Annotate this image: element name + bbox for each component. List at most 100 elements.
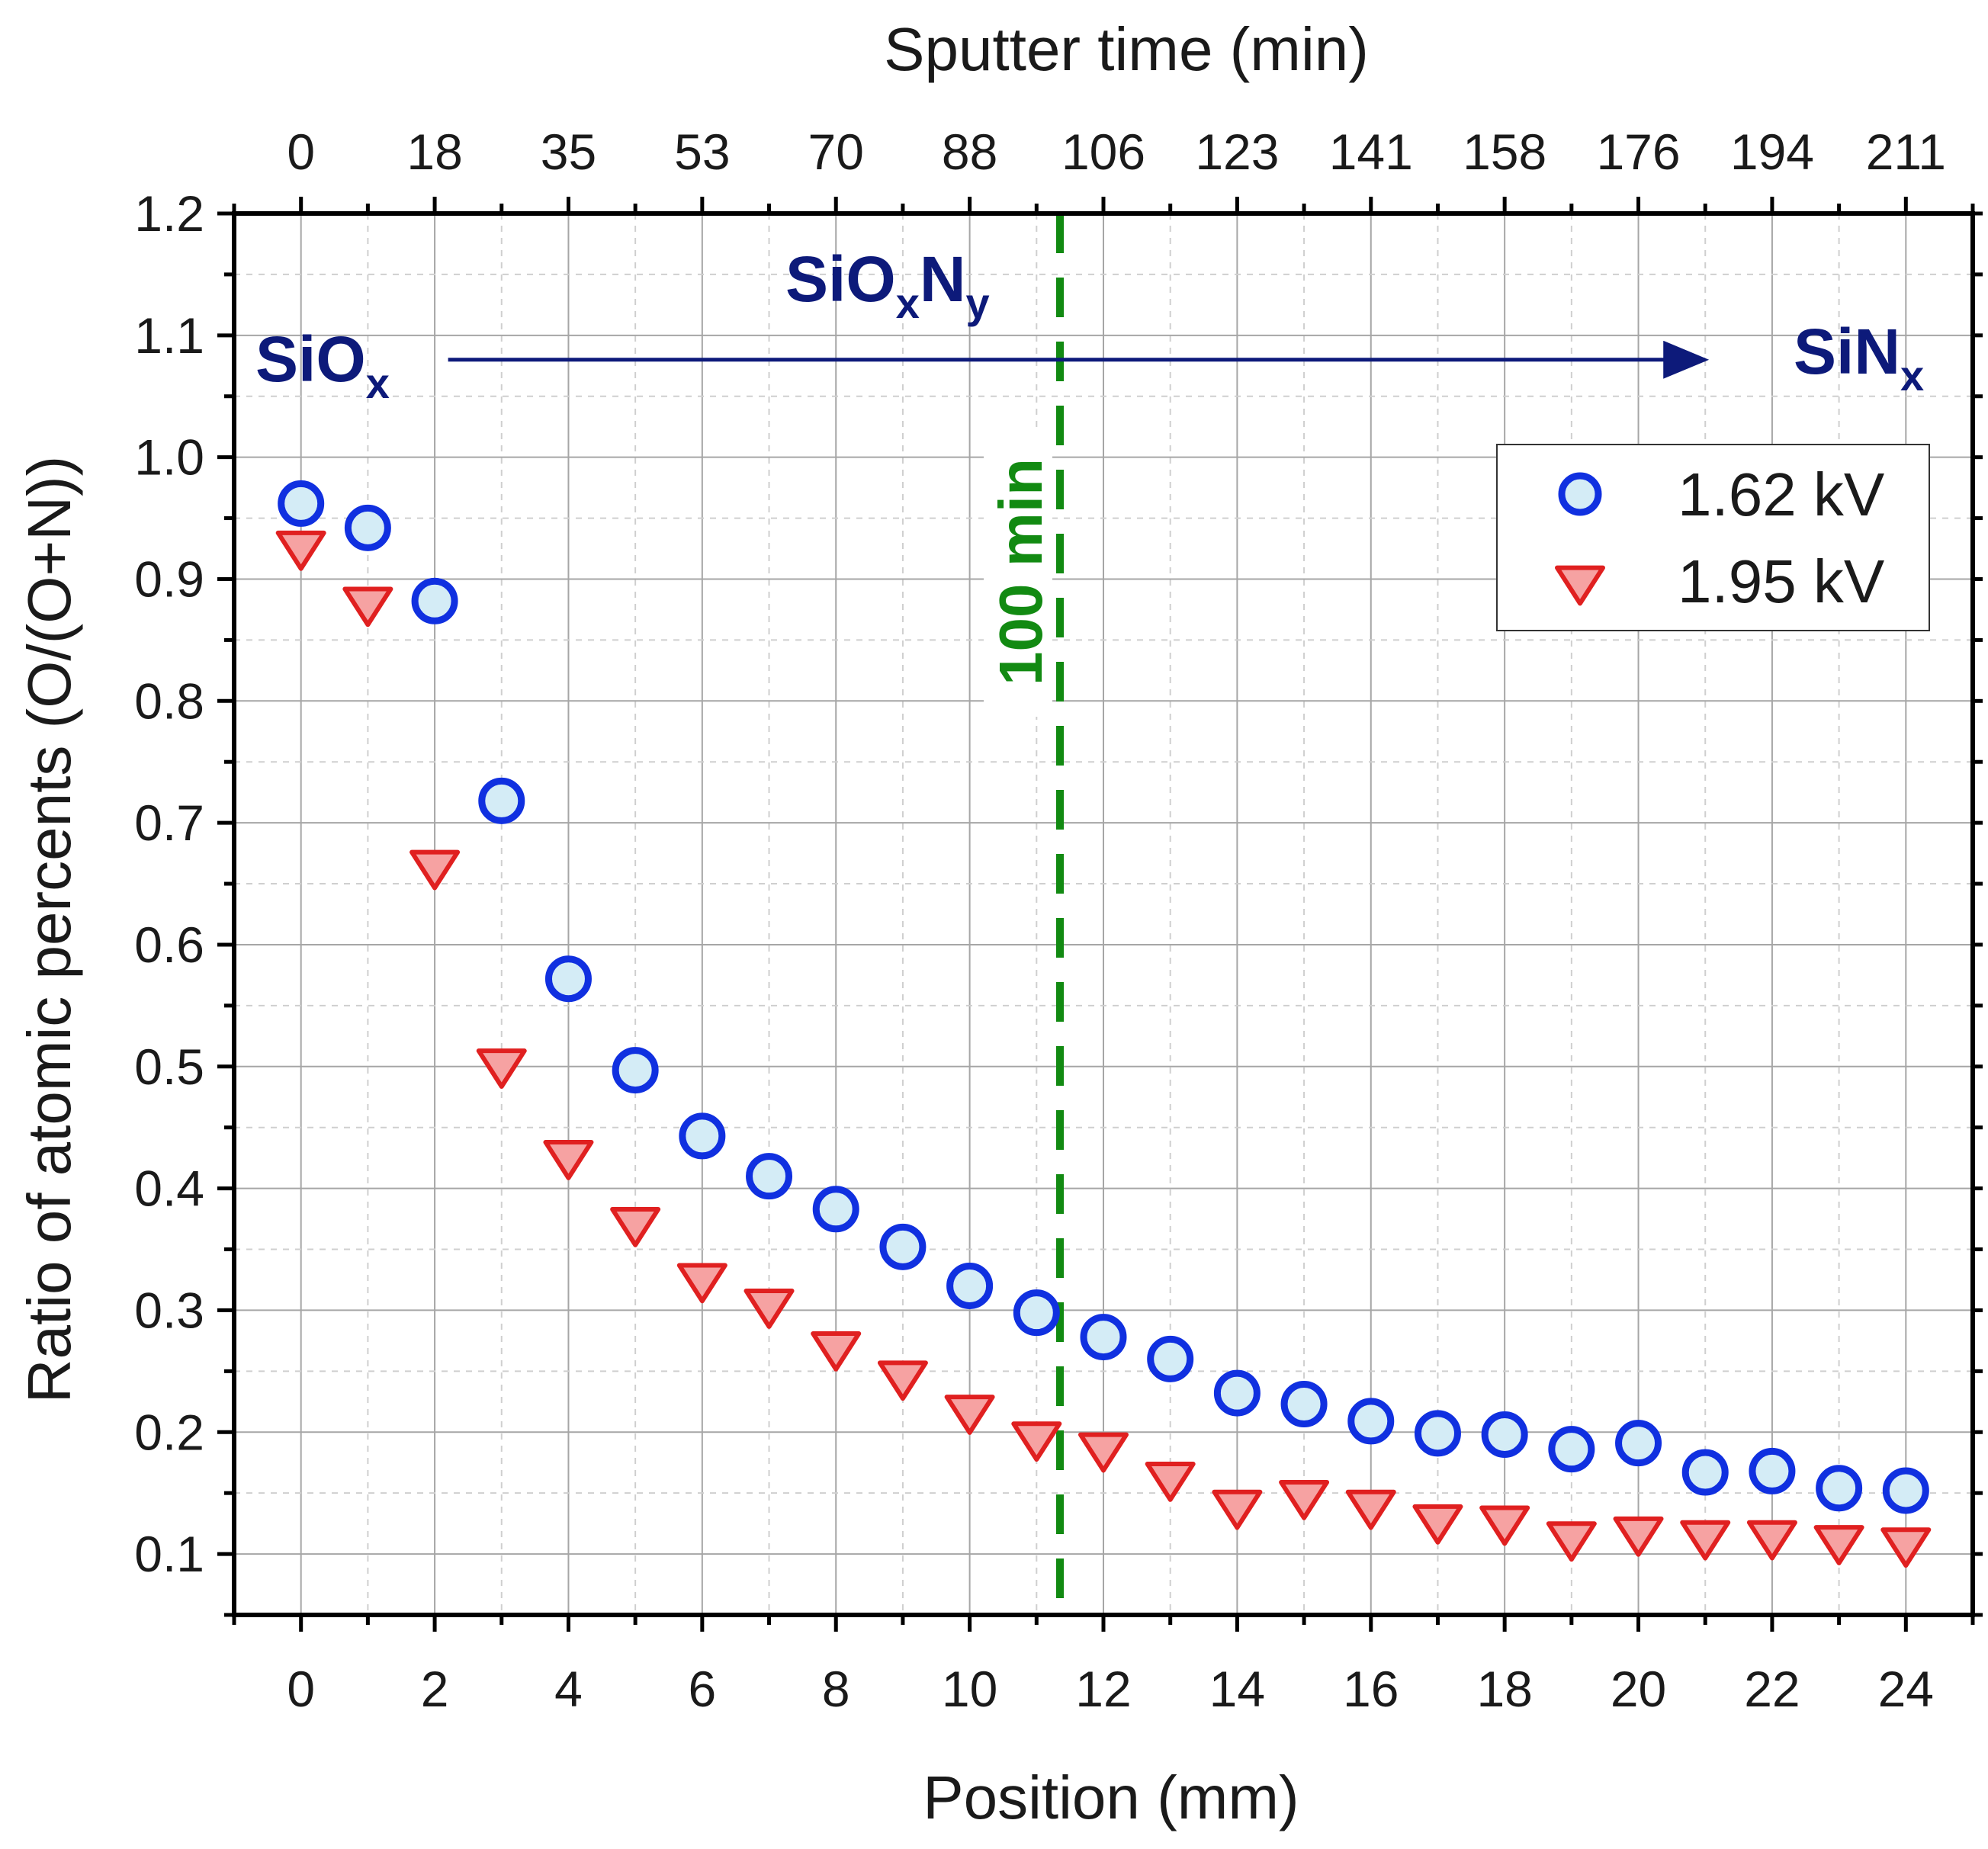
point-1-62kv	[1280, 1381, 1328, 1428]
point-1-62kv	[344, 504, 391, 551]
legend-marker-triangle	[1555, 565, 1605, 606]
x-tick-label: 0	[287, 1661, 315, 1717]
point-1-62kv	[946, 1262, 994, 1309]
point-1-62kv	[612, 1047, 659, 1094]
point-1-95kv	[676, 1263, 727, 1304]
y-tick-label: 0.9	[134, 551, 204, 607]
point-1-95kv	[1279, 1479, 1330, 1520]
y-tick-label: 1.0	[134, 429, 204, 486]
point-1-95kv	[409, 849, 461, 891]
top-tick-label: 158	[1463, 124, 1546, 180]
tick-labels: 0 2 4 6 8 10 12 14 16 18 20 22 240 18 35 53 70 88 106 123 14…	[134, 124, 1946, 1717]
point-1-95kv	[1613, 1516, 1664, 1557]
point-1-62kv	[1548, 1426, 1595, 1473]
point-1-95kv	[1078, 1432, 1129, 1473]
top-tick-label: 106	[1061, 124, 1145, 180]
x-tick-label: 2	[421, 1661, 449, 1717]
point-1-62kv	[1749, 1447, 1796, 1494]
x-tick-label: 20	[1611, 1661, 1666, 1717]
y-tick-label: 0.8	[134, 673, 204, 729]
point-1-95kv	[1212, 1489, 1263, 1530]
point-1-62kv	[1147, 1335, 1194, 1382]
x-tick-label: 22	[1744, 1661, 1800, 1717]
point-1-62kv	[1615, 1420, 1662, 1467]
x-tick-label: 14	[1209, 1661, 1265, 1717]
point-1-62kv	[544, 955, 592, 1003]
point-1-95kv	[1345, 1489, 1396, 1530]
point-1-95kv	[543, 1140, 594, 1180]
x-tick-label: 6	[688, 1661, 716, 1717]
top-tick-label: 35	[541, 124, 596, 180]
y-tick-label: 0.4	[134, 1160, 204, 1217]
point-1-95kv	[610, 1206, 661, 1247]
point-1-95kv	[1145, 1462, 1196, 1502]
y-tick-label: 1.1	[134, 307, 204, 364]
y-tick-label: 0.2	[134, 1404, 204, 1460]
point-1-95kv	[476, 1048, 527, 1089]
point-1-62kv	[679, 1112, 726, 1160]
point-1-62kv	[1347, 1398, 1395, 1445]
top-tick-label: 194	[1730, 124, 1814, 180]
point-1-95kv	[1011, 1421, 1062, 1462]
top-tick-label: 123	[1195, 124, 1279, 180]
point-1-62kv	[1013, 1289, 1060, 1337]
point-1-95kv	[1680, 1520, 1731, 1561]
top-tick-label: 211	[1866, 124, 1946, 180]
legend-label-1-62kv: 1.62 kV	[1678, 461, 1885, 528]
legend: 1.62 kV 1.95 kV	[1496, 444, 1930, 631]
y-tick-label: 0.7	[134, 794, 204, 851]
point-1-62kv	[879, 1223, 927, 1270]
point-1-95kv	[1412, 1504, 1463, 1545]
point-1-62kv	[411, 577, 458, 624]
top-tick-label: 70	[808, 124, 864, 180]
point-1-95kv	[1746, 1520, 1797, 1561]
top-tick-label: 0	[287, 124, 315, 180]
point-1-95kv	[811, 1331, 862, 1372]
top-tick-label: 141	[1329, 124, 1413, 180]
point-1-95kv	[1880, 1527, 1932, 1568]
point-1-95kv	[1546, 1521, 1597, 1562]
x-tick-label: 24	[1878, 1661, 1934, 1717]
point-1-95kv	[877, 1360, 928, 1401]
x-tick-label: 8	[822, 1661, 850, 1717]
data-points	[275, 480, 1932, 1568]
y-tick-label: 0.5	[134, 1038, 204, 1095]
point-1-95kv	[1479, 1505, 1530, 1546]
y-tick-label: 0.6	[134, 916, 204, 973]
point-1-62kv	[746, 1153, 793, 1200]
x-tick-label: 12	[1075, 1661, 1131, 1717]
reference-line-label: 100 min	[987, 458, 1055, 685]
legend-label-1-95kv: 1.95 kV	[1678, 547, 1885, 615]
region-label-siox: SiOx	[255, 323, 390, 407]
point-1-62kv	[1481, 1411, 1528, 1458]
region-label-sioxny: SiOxNy	[785, 243, 990, 327]
point-1-62kv	[1681, 1449, 1729, 1496]
point-1-62kv	[278, 480, 325, 527]
x-tick-label: 16	[1343, 1661, 1399, 1717]
y-axis-title: Ratio of atomic percents (O/(O+N))	[15, 456, 83, 1404]
point-1-95kv	[743, 1289, 795, 1329]
point-1-95kv	[1813, 1525, 1864, 1565]
x-tick-label: 4	[554, 1661, 583, 1717]
top-tick-label: 53	[674, 124, 730, 180]
point-1-62kv	[812, 1186, 859, 1233]
y-tick-label: 0.1	[134, 1526, 204, 1582]
x-tick-label: 18	[1476, 1661, 1532, 1717]
point-1-62kv	[1080, 1314, 1127, 1361]
y-tick-label: 0.3	[134, 1282, 204, 1338]
point-1-95kv	[944, 1395, 995, 1435]
top-tick-label: 88	[942, 124, 997, 180]
legend-marker-circle	[1558, 472, 1602, 516]
point-1-62kv	[1213, 1369, 1261, 1417]
top-tick-label: 18	[406, 124, 462, 180]
point-1-95kv	[342, 586, 393, 628]
point-1-95kv	[275, 530, 326, 571]
top-tick-label: 176	[1596, 124, 1680, 180]
x-axis-title: Position (mm)	[923, 1764, 1299, 1831]
reference-line-label-background	[984, 427, 1052, 717]
y-tick-label: 1.2	[134, 185, 204, 242]
region-label-sinx: SiNx	[1794, 316, 1924, 400]
x-tick-label: 10	[942, 1661, 997, 1717]
